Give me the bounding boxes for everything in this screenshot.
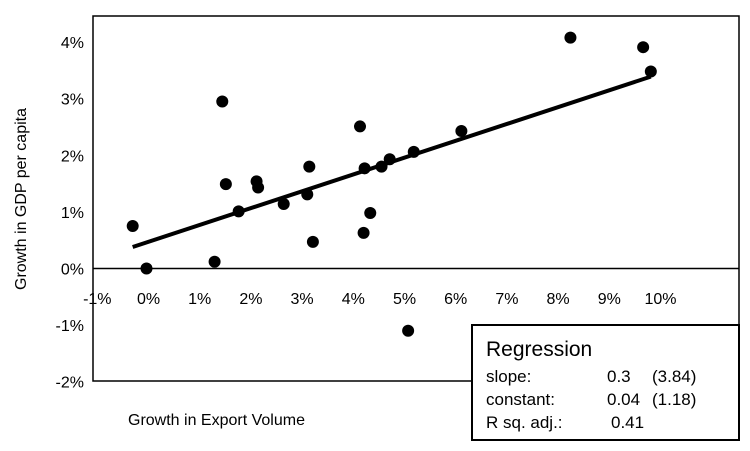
data-point (364, 207, 377, 220)
data-point (277, 197, 290, 210)
data-point (383, 153, 396, 166)
regression-row-constant: constant: 0.04 (1.18) (486, 390, 696, 410)
data-point (303, 160, 316, 173)
data-point (644, 65, 657, 78)
data-point (354, 120, 367, 133)
data-point (637, 41, 650, 54)
data-point (216, 95, 229, 108)
x-tick-label: 2% (239, 291, 262, 308)
data-point (232, 205, 245, 218)
y-tick-label: -1% (56, 318, 84, 335)
data-point (564, 31, 577, 44)
y-tick-label: 1% (61, 205, 84, 222)
regression-value: 0.3 (607, 367, 631, 386)
regression-stat: (3.84) (652, 367, 697, 386)
data-point (126, 220, 139, 233)
x-tick-label: 4% (342, 291, 365, 308)
regression-label: R sq. adj.: (486, 413, 563, 432)
x-tick-label: -1% (83, 291, 111, 308)
y-tick-label: 0% (61, 262, 84, 279)
x-tick-label: 3% (291, 291, 314, 308)
y-tick-label: 3% (61, 92, 84, 109)
regression-row-r-squared: R sq. adj.: 0.41 (486, 413, 644, 433)
x-tick-label: 6% (444, 291, 467, 308)
data-point (208, 255, 221, 268)
y-axis-title: Growth in GDP per capita (13, 108, 30, 290)
data-point (219, 178, 232, 191)
regression-row-slope: slope: 0.3 (3.84) (486, 367, 696, 387)
data-point (358, 162, 371, 175)
data-point (306, 235, 319, 248)
regression-label: constant: (486, 390, 555, 409)
data-point (407, 145, 420, 158)
x-tick-label: 1% (188, 291, 211, 308)
data-point (140, 262, 153, 275)
x-tick-label: 8% (547, 291, 570, 308)
x-tick-labels: -1% 0% 1% 2% 3% 4% 5% 6% 7% 8% 9% 10% (83, 291, 676, 308)
regression-title: Regression (486, 338, 593, 361)
y-tick-label: 4% (61, 35, 84, 52)
data-point (301, 188, 314, 201)
x-tick-label: 10% (644, 291, 676, 308)
data-point (375, 160, 388, 173)
data-point (357, 226, 370, 239)
x-tick-label: 5% (393, 291, 416, 308)
data-points (126, 31, 657, 337)
x-axis-title: Growth in Export Volume (128, 412, 305, 429)
data-point (402, 324, 415, 337)
y-tick-label: 2% (61, 148, 84, 165)
data-point (455, 124, 468, 137)
x-tick-label: 9% (598, 291, 621, 308)
regression-label: slope: (486, 367, 532, 386)
regression-stat: (1.18) (652, 390, 697, 409)
x-tick-label: 7% (495, 291, 518, 308)
plot-area-frame (92, 15, 740, 382)
regression-box: Regression slope: 0.3 (3.84) constant: 0… (471, 324, 740, 441)
y-tick-labels: -2% -1% 0% 1% 2% 3% 4% (56, 35, 84, 392)
y-tick-label: -2% (56, 375, 84, 392)
regression-value: 0.41 (611, 413, 645, 432)
x-tick-label: 0% (137, 291, 160, 308)
regression-value: 0.04 (607, 390, 641, 409)
data-point (252, 181, 265, 194)
